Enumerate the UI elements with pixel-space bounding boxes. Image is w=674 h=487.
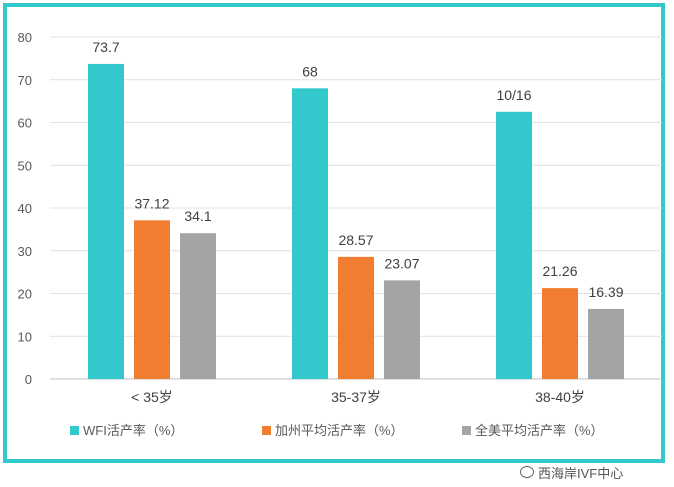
bars <box>88 63 624 380</box>
legend-label: WFI活产率（%） <box>83 423 183 438</box>
category-label: 35-37岁 <box>331 389 381 405</box>
y-tick-label: 50 <box>18 158 32 173</box>
y-tick-label: 30 <box>18 244 32 259</box>
category-label: 38-40岁 <box>535 389 585 405</box>
data-label: 28.57 <box>338 232 373 248</box>
y-tick-label: 40 <box>18 201 32 216</box>
y-tick-label: 20 <box>18 287 32 302</box>
bar <box>180 233 216 379</box>
legend: WFI活产率（%） 加州平均活产率（%） 全美平均活产率（%） <box>70 423 604 438</box>
y-axis-ticks: 0 10 20 30 40 50 60 70 80 <box>18 30 32 387</box>
legend-swatch <box>70 426 79 435</box>
bar <box>588 308 624 379</box>
wechat-icon <box>520 466 534 478</box>
data-label: 10/16 <box>496 87 531 103</box>
data-label: 68 <box>302 63 318 79</box>
y-tick-label: 60 <box>18 116 32 131</box>
bar <box>134 220 170 379</box>
watermark-text: 西海岸IVF中心 <box>538 465 624 481</box>
data-label: 16.39 <box>588 284 623 300</box>
bar <box>338 256 374 379</box>
y-tick-label: 10 <box>18 329 32 344</box>
y-tick-label: 0 <box>25 372 32 387</box>
data-label: 21.26 <box>542 263 577 279</box>
bar <box>384 280 420 379</box>
bar <box>88 63 124 380</box>
legend-label: 加州平均活产率（%） <box>275 423 404 438</box>
y-tick-label: 70 <box>18 73 32 88</box>
data-label: 34.1 <box>184 208 211 224</box>
watermark: 西海岸IVF中心 <box>520 460 623 484</box>
bar <box>292 88 328 380</box>
legend-swatch <box>462 426 471 435</box>
legend-swatch <box>262 426 271 435</box>
category-label: < 35岁 <box>131 389 173 405</box>
data-label: 23.07 <box>384 255 419 271</box>
data-label: 37.12 <box>134 195 169 211</box>
bar <box>542 288 578 379</box>
data-label: 73.7 <box>92 39 119 55</box>
y-tick-label: 80 <box>18 30 32 45</box>
bar <box>496 111 532 379</box>
category-labels: < 35岁 35-37岁 38-40岁 <box>131 389 585 405</box>
data-labels: 73.7 37.12 34.1 68 28.57 23.07 10/16 21.26 16.39 <box>92 39 623 300</box>
legend-label: 全美平均活产率（%） <box>475 423 604 438</box>
